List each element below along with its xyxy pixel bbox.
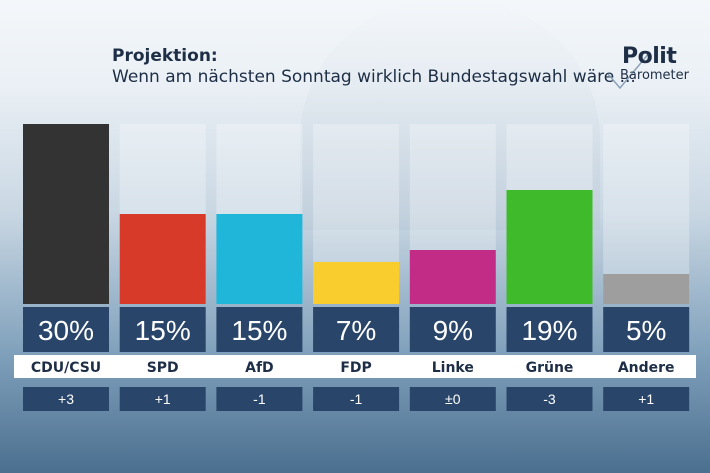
change-label: +1 <box>638 391 654 407</box>
chart-subtitle: Wenn am nächsten Sonntag wirklich Bundes… <box>112 67 636 87</box>
bar <box>506 190 593 304</box>
chart-title-block: Projektion: Wenn am nächsten Sonntag wir… <box>112 46 636 88</box>
change-box <box>119 387 206 411</box>
politbarometer-logo: Polit Barometer <box>590 44 700 92</box>
value-box <box>409 307 496 352</box>
bar <box>313 262 400 304</box>
value-box <box>216 307 303 352</box>
value-box <box>603 307 690 352</box>
change-label: +1 <box>155 391 171 407</box>
value-label: 30% <box>38 315 94 346</box>
value-label: 15% <box>231 315 287 346</box>
category-label: AfD <box>245 360 274 376</box>
change-box <box>409 387 496 411</box>
value-box <box>506 307 593 352</box>
chart-title: Projektion: <box>112 46 218 66</box>
category-label: SPD <box>147 360 179 376</box>
category-label: Andere <box>618 360 675 376</box>
change-label: ±0 <box>445 391 461 407</box>
change-label: -1 <box>350 391 363 407</box>
logo-checkmark-icon <box>607 51 651 90</box>
bar <box>409 250 496 304</box>
change-label: +3 <box>58 391 74 407</box>
category-label: CDU/CSU <box>31 360 101 376</box>
value-label: 7% <box>336 315 376 346</box>
category-label-strip <box>14 355 696 378</box>
logo-line2: Barometer <box>620 68 689 83</box>
change-box <box>313 387 400 411</box>
value-label: 15% <box>135 315 191 346</box>
bar <box>119 214 206 304</box>
logo-line1: Polit <box>622 44 677 69</box>
value-box <box>23 307 109 352</box>
change-box <box>506 387 593 411</box>
bar <box>23 124 109 304</box>
change-box <box>23 387 109 411</box>
change-box <box>216 387 303 411</box>
value-label: 5% <box>626 315 666 346</box>
category-label: Linke <box>432 360 474 376</box>
category-label: Grüne <box>526 360 574 376</box>
value-label: 9% <box>433 315 473 346</box>
bar <box>603 274 690 304</box>
value-label: 19% <box>521 315 577 346</box>
bar <box>216 214 303 304</box>
value-box <box>313 307 400 352</box>
change-label: -1 <box>253 391 266 407</box>
change-label: -3 <box>543 391 556 407</box>
category-label: FDP <box>340 360 371 376</box>
value-box <box>119 307 206 352</box>
change-box <box>603 387 690 411</box>
